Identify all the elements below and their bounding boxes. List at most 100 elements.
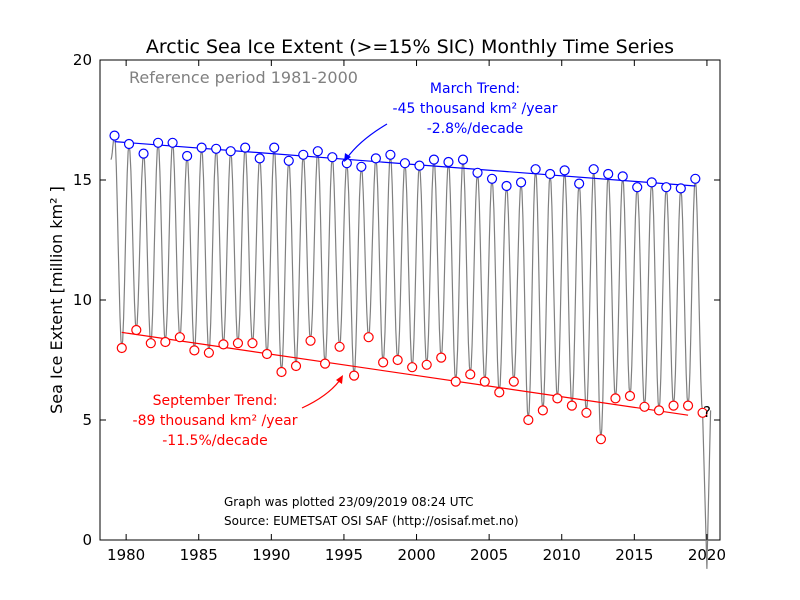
y-axis-label: Sea Ice Extent [million km² ] (47, 186, 66, 414)
september-point (465, 369, 476, 380)
september-point (436, 352, 447, 363)
x-tick-label: 2010 (543, 546, 581, 564)
march-point (341, 158, 352, 169)
x-tick-label: 1985 (180, 546, 218, 564)
september-point (421, 359, 432, 370)
september-point (682, 400, 694, 411)
march-point (225, 146, 236, 157)
march-point (370, 153, 381, 164)
march-point (675, 183, 686, 194)
september-point (247, 338, 258, 349)
september-trend-percent: -11.5%/decade (162, 433, 268, 449)
march-point (298, 149, 309, 160)
march-point (443, 156, 454, 168)
september-point (450, 376, 461, 387)
september-point (276, 366, 287, 378)
september-point (566, 400, 577, 411)
march-point (138, 148, 149, 159)
march-point (123, 138, 135, 150)
march-point (428, 154, 440, 165)
september-annotation-arrow (301, 379, 341, 409)
x-tick-label: 2020 (688, 546, 726, 564)
reference-period-text: Reference period 1981-2000 (129, 68, 358, 87)
march-point (211, 143, 222, 154)
march-point (661, 182, 672, 193)
september-point (174, 332, 185, 343)
september-point (508, 376, 519, 387)
march-point (385, 149, 396, 160)
march-point (545, 168, 556, 180)
september-point (116, 342, 127, 354)
monthly-extent-line (110, 133, 712, 569)
x-tick-label: 1995 (325, 546, 363, 564)
march-point (254, 153, 265, 164)
september-point (523, 414, 534, 426)
march-point (109, 130, 120, 141)
september-point (160, 336, 171, 348)
y-tick-label: 5 (82, 411, 92, 429)
september-point (145, 338, 156, 349)
september-point (378, 357, 389, 368)
x-tick-label: 2005 (470, 546, 508, 564)
march-point (240, 142, 251, 153)
september-point (131, 324, 142, 336)
september-point (479, 376, 490, 387)
september-point (363, 332, 374, 343)
september-trend-rate: -89 thousand km² /year (133, 413, 298, 429)
x-tick-label: 2000 (397, 546, 435, 564)
march-point (530, 164, 541, 175)
march-point (269, 142, 280, 153)
september-point (348, 370, 360, 381)
september-point (639, 401, 650, 412)
march-point (515, 177, 527, 188)
september-point (334, 341, 345, 352)
march-point (312, 146, 323, 157)
september-point (610, 393, 621, 404)
september-arrow-head (336, 375, 343, 384)
y-tick-label: 20 (73, 51, 92, 69)
september-point (305, 335, 316, 346)
march-point (399, 158, 411, 169)
september-point (552, 393, 563, 404)
september-point (218, 339, 229, 350)
march-point (196, 142, 207, 153)
pending-value-marker: ? (703, 403, 711, 421)
september-point (189, 345, 200, 356)
march-annotation-arrow (346, 123, 388, 159)
september-point (537, 405, 548, 416)
march-point (414, 160, 425, 171)
september-points (116, 324, 708, 445)
september-point (203, 347, 214, 358)
plotted-date-note: Graph was plotted 23/09/2019 08:24 UTC (224, 495, 474, 509)
march-point (632, 182, 643, 193)
september-trend-title: September Trend: (153, 393, 278, 409)
march-point (559, 165, 570, 176)
x-axis: 1980 1985 1990 1995 2000 2005 2010 2015 2020 (107, 60, 726, 564)
source-note: Source: EUMETSAT OSI SAF (http://osisaf.… (224, 514, 519, 528)
september-point (232, 338, 244, 349)
september-point (581, 407, 592, 418)
march-point (327, 152, 338, 163)
march-point (457, 154, 469, 165)
march-point (617, 171, 628, 182)
march-point (472, 167, 483, 178)
march-point (574, 178, 585, 189)
september-point (407, 362, 418, 373)
x-tick-label: 1990 (252, 546, 290, 564)
march-point (167, 137, 178, 148)
september-point (290, 360, 302, 372)
y-tick-label: 0 (82, 531, 92, 549)
march-point (486, 173, 498, 184)
september-point (494, 387, 505, 398)
september-point (653, 405, 665, 416)
september-point (595, 434, 607, 445)
march-point (182, 150, 193, 162)
y-tick-label: 10 (73, 291, 92, 309)
march-point (646, 177, 657, 188)
x-tick-label: 2015 (615, 546, 653, 564)
september-point (624, 390, 636, 402)
x-tick-label: 1980 (107, 546, 145, 564)
march-trend-title: March Trend: (430, 81, 520, 97)
march-point (588, 164, 599, 175)
